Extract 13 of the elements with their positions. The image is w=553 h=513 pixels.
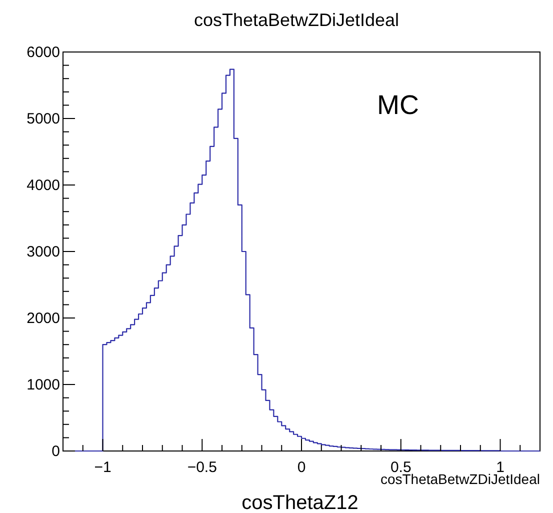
- y-tick-label: 3000: [26, 244, 60, 260]
- y-tick-label: 6000: [26, 44, 60, 61]
- y-tick-label: 1000: [26, 376, 60, 394]
- y-tick-label: 4000: [26, 177, 60, 194]
- x-tick-label: −1: [94, 459, 112, 476]
- x-tick-label: −0.5: [187, 459, 217, 476]
- annotation: MC: [377, 90, 419, 120]
- y-tick-label: 0: [52, 443, 60, 460]
- chart-title: cosThetaBetwZDiJetIdeal: [194, 10, 400, 30]
- y-tick-label: 5000: [26, 110, 60, 128]
- x-tick-label: 0: [297, 459, 306, 476]
- x-axis-title: cosThetaZ12: [242, 492, 358, 513]
- y-tick-label: 2000: [26, 310, 60, 327]
